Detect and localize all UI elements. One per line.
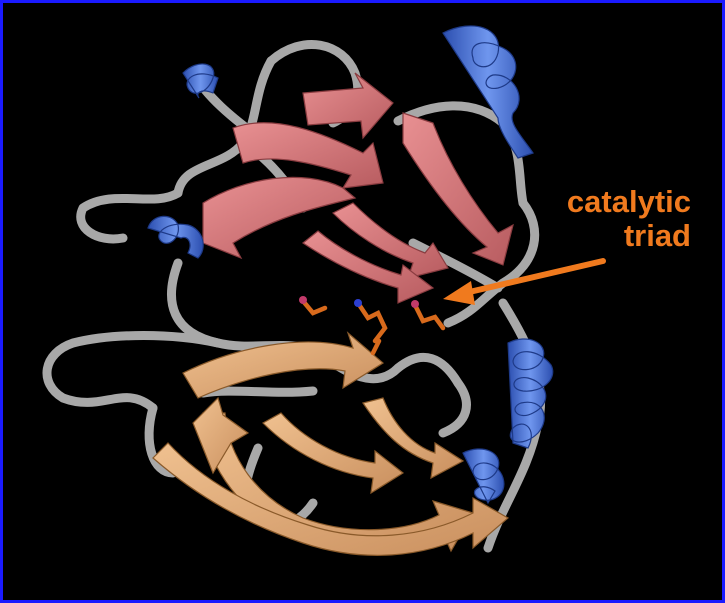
- annotation-arrow: [443, 258, 606, 305]
- protein-ribbon-diagram: [42, 25, 606, 556]
- beta-sheet-upper: [202, 72, 514, 304]
- catalytic-triad-label: catalytic triad: [543, 185, 691, 253]
- annotation-line-2: triad: [623, 218, 691, 253]
- catalytic-triad-residues: [300, 298, 446, 356]
- alpha-helices: [147, 25, 554, 505]
- triad-atoms: [299, 296, 419, 308]
- annotation-line-1: catalytic: [566, 184, 691, 219]
- beta-sheet-lower: [152, 331, 510, 556]
